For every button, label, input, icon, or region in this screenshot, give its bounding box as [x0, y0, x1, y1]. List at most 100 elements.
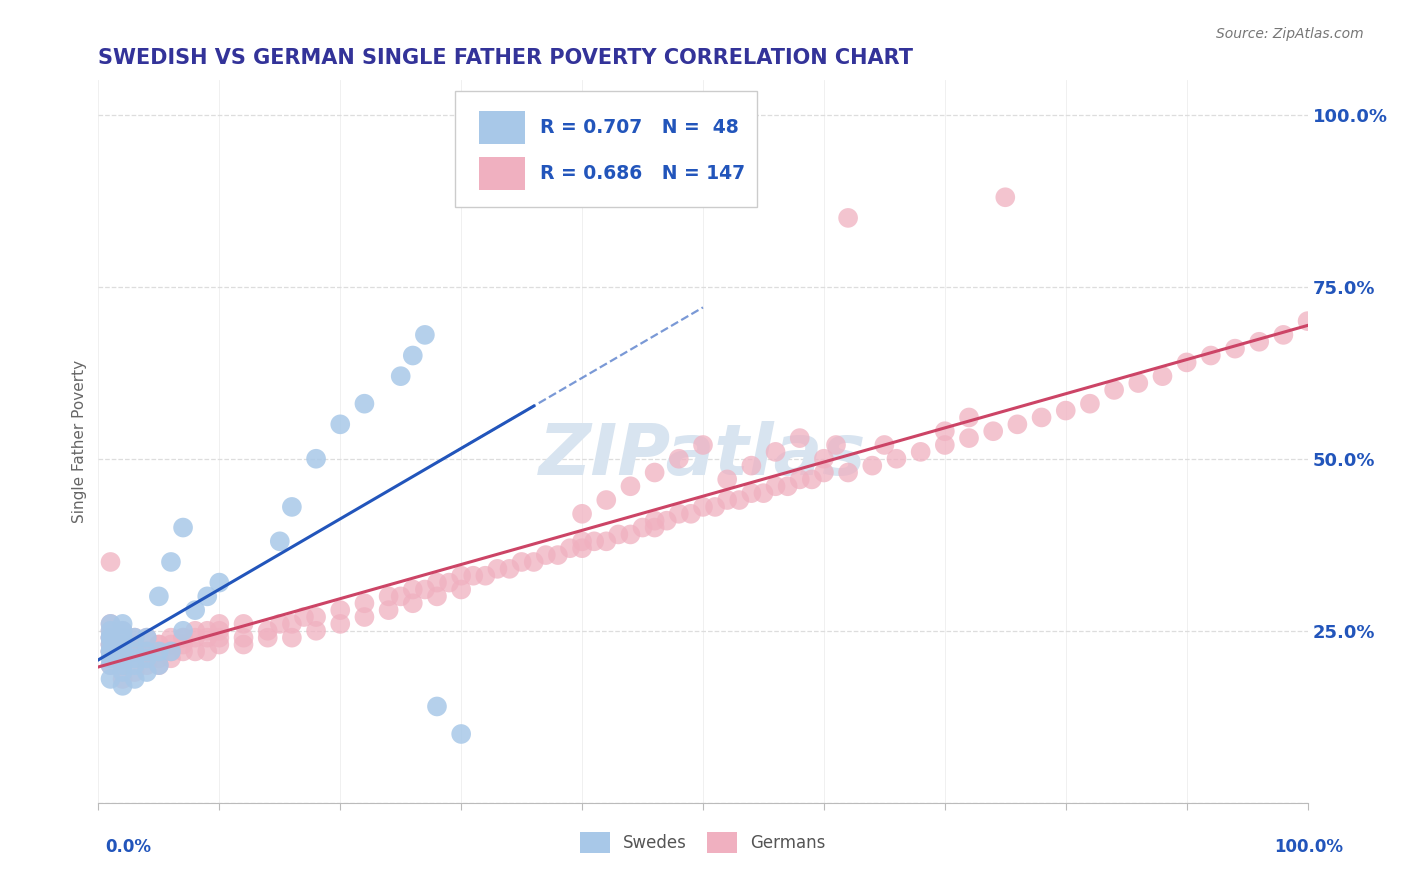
Text: R = 0.707   N =  48: R = 0.707 N = 48 [540, 118, 738, 136]
Point [184, 624, 207, 638]
Point [825, 438, 848, 452]
Point [195, 631, 218, 645]
Point [100, 644, 122, 658]
Point [111, 624, 134, 638]
Point [498, 562, 520, 576]
Point [100, 616, 122, 631]
Text: ZIPatlas: ZIPatlas [540, 422, 866, 491]
Point [437, 575, 460, 590]
Point [100, 555, 122, 569]
Point [716, 472, 738, 486]
Point [305, 451, 328, 466]
Point [571, 541, 593, 556]
Point [860, 458, 883, 473]
Point [184, 644, 207, 658]
Point [111, 679, 134, 693]
Point [450, 582, 472, 597]
Legend: Swedes, Germans: Swedes, Germans [574, 826, 832, 860]
Point [305, 610, 328, 624]
Point [1054, 403, 1077, 417]
Point [523, 555, 546, 569]
Point [619, 527, 641, 541]
Point [800, 472, 823, 486]
Point [160, 631, 183, 645]
Point [100, 631, 122, 645]
Point [100, 658, 122, 673]
Point [208, 616, 231, 631]
Point [100, 658, 122, 673]
Point [728, 493, 751, 508]
Point [292, 610, 315, 624]
Point [111, 672, 134, 686]
Point [172, 520, 194, 534]
Point [981, 424, 1004, 438]
Point [595, 534, 617, 549]
Point [1249, 334, 1271, 349]
Point [1272, 327, 1295, 342]
Point [1007, 417, 1029, 432]
Point [148, 638, 170, 652]
Point [692, 500, 714, 514]
Point [135, 644, 157, 658]
Point [486, 562, 509, 576]
Point [208, 624, 231, 638]
Point [160, 651, 183, 665]
Point [135, 644, 157, 658]
Point [124, 672, 146, 686]
Point [281, 616, 304, 631]
Point [195, 644, 218, 658]
Point [111, 644, 134, 658]
Point [111, 631, 134, 645]
Point [111, 658, 134, 673]
Point [111, 658, 134, 673]
Text: Source: ZipAtlas.com: Source: ZipAtlas.com [1216, 27, 1364, 41]
Point [813, 466, 835, 480]
Point [716, 493, 738, 508]
Point [172, 624, 194, 638]
Point [607, 527, 630, 541]
Point [148, 651, 170, 665]
Point [1031, 410, 1053, 425]
Point [837, 466, 859, 480]
Point [124, 644, 146, 658]
Point [957, 431, 980, 445]
Point [124, 658, 146, 673]
Point [100, 638, 122, 652]
Point [135, 665, 157, 679]
Point [111, 651, 134, 665]
Point [195, 590, 218, 604]
Point [619, 479, 641, 493]
Point [1128, 376, 1150, 390]
Point [100, 631, 122, 645]
Point [281, 500, 304, 514]
Point [160, 644, 183, 658]
Point [124, 644, 146, 658]
Point [124, 644, 146, 658]
Point [111, 644, 134, 658]
Text: SWEDISH VS GERMAN SINGLE FATHER POVERTY CORRELATION CHART: SWEDISH VS GERMAN SINGLE FATHER POVERTY … [98, 47, 914, 68]
Point [172, 638, 194, 652]
Point [269, 616, 291, 631]
Point [463, 568, 485, 582]
Text: R = 0.686   N = 147: R = 0.686 N = 147 [540, 164, 745, 183]
Point [692, 438, 714, 452]
Point [160, 644, 183, 658]
Point [402, 596, 425, 610]
Point [413, 582, 436, 597]
Point [124, 651, 146, 665]
Point [256, 631, 278, 645]
Point [377, 590, 399, 604]
Point [873, 438, 896, 452]
Point [704, 500, 727, 514]
Point [100, 638, 122, 652]
Y-axis label: Single Father Poverty: Single Father Poverty [72, 360, 87, 523]
Point [534, 548, 557, 562]
Text: 100.0%: 100.0% [1274, 838, 1343, 855]
Point [100, 672, 122, 686]
Point [994, 190, 1017, 204]
Point [837, 211, 859, 225]
Point [111, 644, 134, 658]
Point [668, 507, 690, 521]
Point [160, 638, 183, 652]
Point [172, 631, 194, 645]
